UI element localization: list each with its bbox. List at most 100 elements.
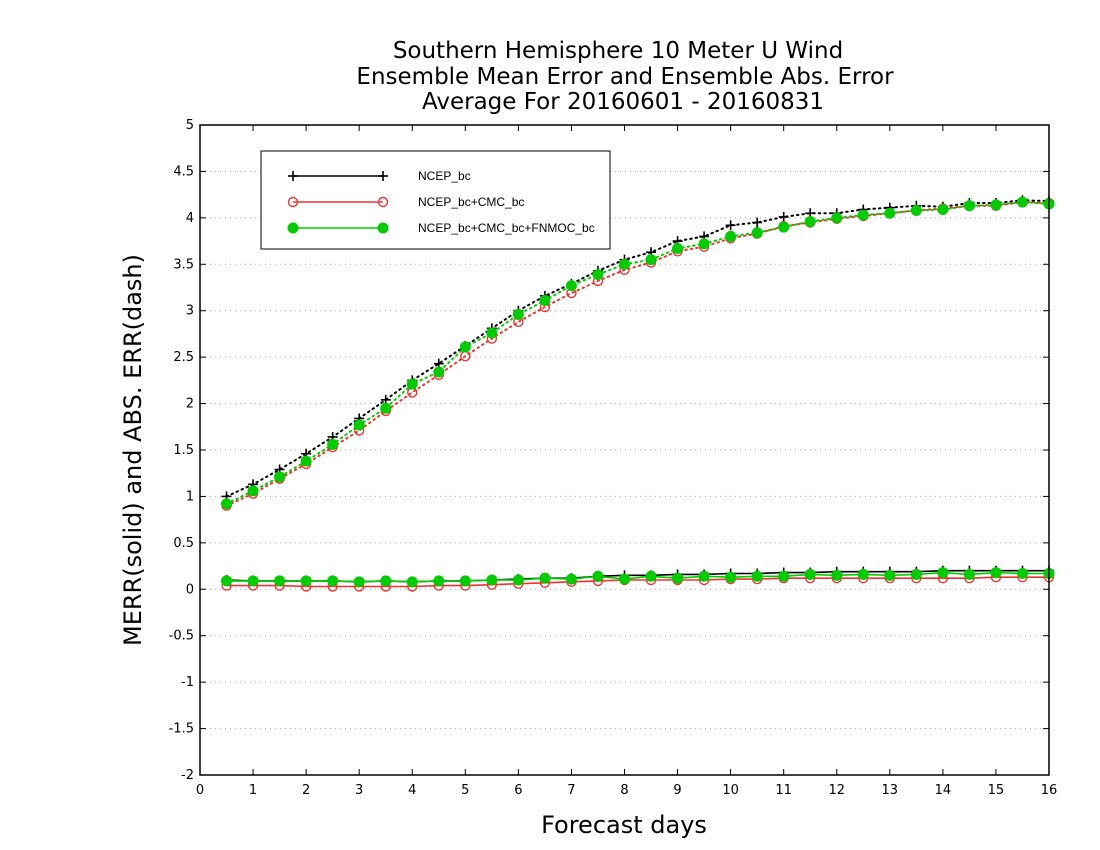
title-line-2: Ensemble Mean Error and Ensemble Abs. Er…	[356, 64, 894, 90]
x-tick-label: 9	[673, 783, 681, 798]
merr-point	[963, 568, 975, 580]
legend: NCEP_bc NCEP_bc+CMC_bc NCEP_bc+CMC_bc+FNMO…	[260, 150, 611, 250]
y-tick-label: 4	[186, 211, 194, 226]
abs-err-point	[433, 366, 445, 378]
legend-label: NCEP_bc+CMC_bc	[418, 195, 524, 209]
legend-label: NCEP_bc	[418, 169, 471, 183]
legend-item-1: NCEP_bc	[288, 169, 471, 183]
y-tick-label: 0	[186, 582, 194, 597]
series-layer	[221, 195, 1055, 592]
y-tick-label: -1.5	[169, 722, 194, 737]
merr-point	[433, 575, 445, 587]
abs-err-point	[937, 204, 949, 215]
merr-point	[910, 568, 922, 580]
merr-point	[725, 571, 737, 583]
x-axis-title: Forecast days	[541, 811, 707, 839]
y-tick-label: 2.5	[173, 350, 194, 365]
title-line-1: Southern Hemisphere 10 Meter U Wind	[393, 38, 843, 64]
merr-point	[486, 574, 498, 586]
abs-err-point	[752, 217, 763, 228]
legend-item-3: NCEP_bc+CMC_bc+FNMOC_bc	[287, 221, 595, 235]
merr-point	[406, 576, 418, 588]
y-tick-label: -0.5	[169, 629, 194, 644]
abs-err-point	[990, 199, 1002, 211]
merr-point	[221, 575, 233, 587]
merr-point	[778, 570, 790, 582]
legend-marker	[288, 171, 298, 181]
x-tick-label: 13	[882, 783, 899, 798]
abs-err-point	[698, 238, 710, 250]
abs-err-point	[645, 254, 657, 266]
legend-marker	[377, 196, 389, 208]
abs-err-point	[910, 204, 922, 216]
y-tick-label: 0.5	[173, 536, 194, 551]
merr-point	[353, 576, 365, 588]
x-tick-label: 11	[775, 783, 792, 798]
legend-marker	[287, 222, 299, 234]
abs-err-point	[778, 221, 790, 233]
abs-err-point	[751, 227, 763, 239]
y-tick-label: 4.5	[173, 164, 194, 179]
abs-err-point	[274, 471, 286, 483]
abs-err-point	[725, 230, 737, 242]
x-tick-label: 7	[567, 783, 575, 798]
x-tick-label: 14	[935, 783, 952, 798]
title-line-3: Average For 20160601 - 20160831	[422, 89, 824, 115]
merr-point	[937, 567, 949, 579]
abs-err-point	[804, 216, 816, 228]
legend-marker	[287, 196, 299, 208]
abs-err-point	[221, 498, 233, 510]
abs-err-point	[884, 207, 896, 219]
x-tick-label: 1	[249, 783, 257, 798]
y-tick-label: 3	[186, 304, 194, 319]
merr-point	[1016, 568, 1028, 579]
merr-point	[247, 575, 259, 587]
abs-err-point	[857, 209, 869, 221]
series-3	[221, 196, 1055, 588]
legend-marker	[377, 222, 389, 234]
legend-marker	[378, 171, 388, 181]
merr-point	[884, 569, 896, 581]
y-axis-ticks: -2 -1.5 -1 -0.5 0 0.5 1 1.5 2 2.5 3 3.5 4 4.5 5	[169, 118, 1049, 783]
legend-box	[260, 150, 611, 250]
merr-point	[990, 567, 1002, 579]
series-1	[221, 195, 1054, 587]
merr-point	[672, 572, 684, 584]
merr-point	[619, 573, 630, 585]
merr-point	[751, 570, 763, 582]
abs-err-point	[565, 280, 577, 292]
merr-point	[539, 572, 551, 584]
abs-err-point	[247, 485, 259, 497]
y-tick-label: 3.5	[173, 257, 194, 272]
x-tick-label: 4	[408, 783, 416, 798]
x-tick-label: 6	[514, 783, 522, 798]
x-tick-label: 15	[988, 783, 1005, 798]
abs-err-point	[619, 258, 630, 270]
abs-err-point	[725, 220, 736, 231]
y-tick-label: -1	[181, 675, 194, 690]
plot-frame	[199, 124, 1050, 776]
abs-err-point	[963, 200, 975, 212]
x-tick-label: 8	[620, 783, 628, 798]
x-tick-label: 0	[196, 783, 204, 798]
x-tick-label: 12	[828, 783, 845, 798]
merr-point	[831, 569, 843, 581]
abs-err-point	[406, 378, 418, 390]
abs-err-point	[592, 269, 604, 280]
merr-point	[857, 568, 869, 580]
y-axis-title: MERR(solid) and ABS. ERR(dash)	[119, 254, 147, 646]
abs-err-point	[486, 327, 498, 339]
legend-label: NCEP_bc+CMC_bc+FNMOC_bc	[418, 221, 595, 235]
chart-title: Southern Hemisphere 10 Meter U Wind Ense…	[356, 38, 894, 115]
abs-err-point	[512, 308, 524, 320]
merr-point	[565, 573, 577, 585]
y-tick-label: 1.5	[173, 443, 194, 458]
abs-err-point	[380, 402, 392, 414]
merr-point	[459, 575, 471, 587]
y-tick-label: 2	[186, 397, 194, 412]
abs-err-point	[353, 419, 365, 431]
merr-point	[804, 568, 816, 580]
abs-err-point	[831, 212, 843, 224]
x-tick-label: 16	[1041, 783, 1058, 798]
